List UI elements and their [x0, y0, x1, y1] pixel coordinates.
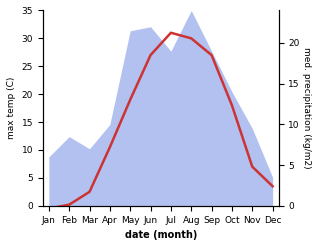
- Y-axis label: max temp (C): max temp (C): [7, 77, 16, 139]
- X-axis label: date (month): date (month): [125, 230, 197, 240]
- Y-axis label: med. precipitation (kg/m2): med. precipitation (kg/m2): [302, 47, 311, 169]
